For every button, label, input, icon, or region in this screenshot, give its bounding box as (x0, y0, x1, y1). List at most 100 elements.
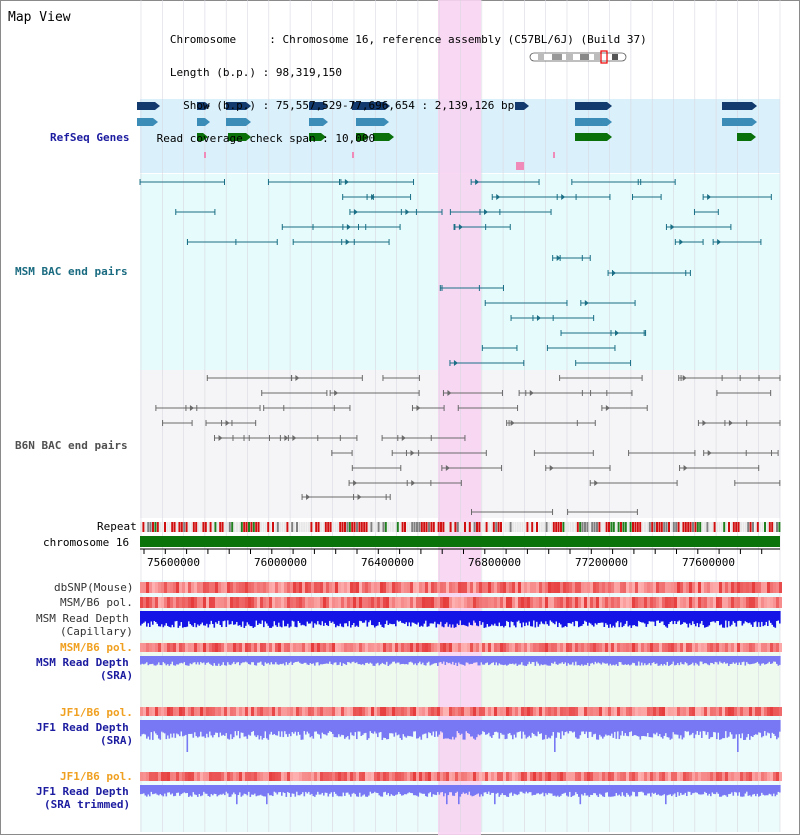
track-label-msm-b6-pol[interactable]: MSM/B6 pol. (60, 596, 133, 609)
jf1-b6-pol-heat (674, 707, 677, 716)
jf1-depth-sra-bar (261, 720, 264, 740)
dbsnp-heat (515, 582, 518, 593)
repeat-element (682, 522, 685, 532)
track-label-b6n-bac[interactable]: B6N BAC end pairs (15, 439, 128, 452)
repeat-element (622, 522, 625, 532)
msm-depth-sra-bar (443, 656, 445, 662)
jf1-b6-pol-heat (719, 707, 722, 716)
msm-depth-sra-bar (735, 656, 738, 663)
jf1-b6-pol-heat (380, 707, 383, 716)
msm-depth-sra-bar (168, 656, 171, 666)
jf1-depth-sra-bar (177, 720, 180, 735)
msm-depth-sra-bar (330, 656, 333, 665)
track-label-jf1-depth[interactable]: JF1 Read Depth (36, 721, 129, 734)
jf1-depth-sra-bar (293, 720, 295, 734)
track-label-jf1-depth-trimmed[interactable]: JF1 Read Depth (36, 785, 129, 798)
msm-depth-capillary-bar (563, 611, 565, 628)
jf1-depth-sra-bar (312, 720, 315, 739)
track-label-dbsnp[interactable]: dbSNP(Mouse) (54, 581, 134, 594)
msm-b6-pol-sra-heat (569, 643, 572, 652)
jf1-depth-sra-bar (720, 720, 723, 740)
repeat-element (375, 522, 378, 532)
jf1-depth-sra-bar (603, 720, 606, 737)
gene-row2 (356, 118, 384, 126)
jf1-depth-trimmed-bar (611, 785, 613, 797)
msm-b6-pol-sra-heat (689, 643, 692, 652)
jf1-b6-pol-heat (590, 707, 593, 716)
msm-b6-pol-heat (581, 597, 584, 608)
msm-depth-sra-bar (143, 656, 145, 665)
jf1-depth-trimmed-bar (177, 785, 180, 793)
jf1-depth-trimmed-bar (776, 785, 778, 795)
track-label-refseq[interactable]: RefSeq Genes (50, 131, 130, 144)
msm-b6-pol-heat (503, 597, 506, 608)
jf1-b6-pol-trimmed-heat (599, 772, 602, 781)
msm-depth-sra-bar (411, 656, 414, 663)
track-label-msm-b6-pol-sra[interactable]: MSM/B6 pol. (60, 641, 133, 654)
msm-b6-pol-sra-heat (437, 643, 440, 652)
jf1-depth-trimmed-bar (369, 785, 372, 792)
dbsnp-heat (704, 582, 707, 593)
jf1-b6-pol-heat (653, 707, 656, 716)
msm-b6-pol-sra-heat (680, 643, 683, 652)
jf1-depth-sra-bar (152, 720, 154, 740)
msm-depth-sra-bar (174, 656, 177, 666)
msm-b6-pol-sra-heat (464, 643, 467, 652)
msm-depth-sra-bar (260, 656, 262, 662)
msm-b6-pol-sra-heat (662, 643, 665, 652)
msm-depth-capillary-bar (416, 611, 418, 625)
repeat-element (416, 522, 418, 532)
jf1-depth-sra-bar (159, 720, 162, 740)
jf1-b6-pol-trimmed-heat (770, 772, 773, 781)
msm-b6-pol-sra-heat (746, 643, 749, 652)
track-label-jf1-pol[interactable]: JF1/B6 pol. (60, 706, 133, 719)
msm-depth-capillary-bar (218, 611, 220, 621)
msm-b6-pol-sra-heat (560, 643, 563, 652)
msm-depth-sra-bar (650, 656, 652, 666)
msm-depth-capillary-bar (317, 611, 319, 622)
msm-depth-capillary-bar (591, 611, 594, 626)
msm-b6-pol-sra-heat (374, 643, 377, 652)
track-label-repeat[interactable]: Repeat (97, 520, 137, 533)
dbsnp-heat (710, 582, 713, 593)
jf1-depth-sra-bar (174, 720, 177, 738)
jf1-b6-pol-trimmed-heat (176, 772, 179, 781)
jf1-b6-pol-trimmed-heat (632, 772, 635, 781)
track-label-jf1-pol-trimmed[interactable]: JF1/B6 pol. (60, 770, 133, 783)
repeat-element (370, 522, 373, 532)
repeat-element (401, 522, 404, 532)
jf1-depth-sra-bar (534, 720, 537, 736)
jf1-b6-pol-trimmed-heat (671, 772, 674, 781)
msm-b6-pol-sra-heat (347, 643, 350, 652)
msm-b6-pol-sra-heat (350, 643, 353, 652)
jf1-depth-sra-bar (459, 720, 462, 735)
jf1-depth-sra-bar (141, 720, 144, 735)
track-label-msm-depth-sra[interactable]: MSM Read Depth (36, 656, 129, 669)
track-label-msm-bac[interactable]: MSM BAC end pairs (15, 265, 128, 278)
msm-depth-capillary-bar (510, 611, 513, 622)
msm-depth-capillary-bar (671, 611, 673, 621)
jf1-b6-pol-trimmed-heat (656, 772, 659, 781)
repeat-element (519, 522, 522, 532)
msm-b6-pol-heat (722, 597, 725, 608)
jf1-b6-pol-trimmed-heat (551, 772, 554, 781)
msm-depth-capillary-bar (702, 611, 705, 626)
msm-depth-capillary-bar (738, 611, 741, 621)
msm-bac-pair-arrow (344, 179, 349, 185)
jf1-depth-sra-bar (612, 720, 615, 738)
jf1-depth-trimmed-bar (584, 785, 586, 793)
jf1-b6-pol-trimmed-heat (554, 772, 557, 781)
track-label-msm-depth-capillary[interactable]: MSM Read Depth (36, 612, 129, 625)
msm-depth-capillary-bar (728, 611, 730, 622)
msm-b6-pol-sra-heat (257, 643, 260, 652)
jf1-b6-pol-trimmed-heat (455, 772, 458, 781)
repeat-element (490, 522, 493, 532)
track-label-chromosome[interactable]: chromosome 16 (43, 536, 130, 549)
jf1-depth-sra-bar (704, 720, 706, 732)
msm-depth-sra-bar (161, 656, 163, 666)
msm-depth-sra-bar (584, 656, 586, 665)
msm-b6-pol-heat (332, 597, 335, 608)
msm-depth-capillary-bar (753, 611, 756, 623)
msm-depth-sra-bar (395, 656, 397, 664)
